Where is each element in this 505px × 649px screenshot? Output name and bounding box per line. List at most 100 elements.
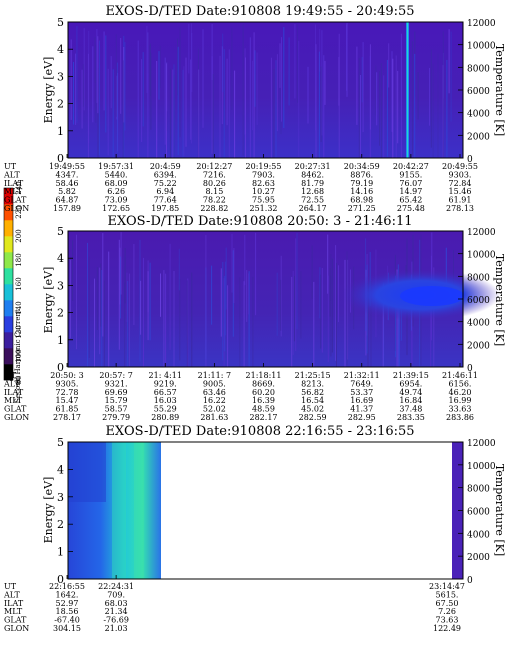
orbit-cell: 69.69 <box>105 388 128 397</box>
orbit-cell: 58.46 <box>56 179 79 188</box>
orbit-cell: 78.22 <box>203 196 226 205</box>
heatmap-streak <box>163 270 165 367</box>
colorbar-swatch <box>4 268 13 285</box>
heatmap-streak <box>115 34 117 117</box>
orbit-cell: 77.64 <box>154 196 177 205</box>
orbit-cell: -76.69 <box>103 616 129 625</box>
orbit-cell: 9321. <box>105 379 128 388</box>
heatmap-streak <box>158 51 160 100</box>
heatmap-streak <box>288 37 290 106</box>
heatmap-streak <box>149 262 151 341</box>
heatmap-streak <box>323 55 325 159</box>
heatmap-streak <box>273 69 275 158</box>
heatmap-streak <box>191 272 193 367</box>
heatmap-streak <box>81 69 83 129</box>
heatmap-streak <box>186 280 188 367</box>
heatmap-streak <box>172 69 174 158</box>
panel-1-ylabel: Energy [eV] <box>42 57 55 124</box>
orbit-cell: 7649. <box>350 379 373 388</box>
heatmap-streak <box>233 248 235 304</box>
orbit-cell: 21:46:11 <box>442 371 478 380</box>
heatmap-streak <box>315 24 316 131</box>
orbit-cell: 304.15 <box>53 624 81 633</box>
heatmap-streak <box>344 259 346 367</box>
heatmap-streak <box>159 45 161 88</box>
orbit-cell: 21:39:15 <box>393 371 429 380</box>
orbit-cell: 6.26 <box>107 187 125 196</box>
heatmap-streak <box>329 268 331 317</box>
orbit-cell: 5440. <box>105 170 128 179</box>
y2tick-label: 2000 <box>467 553 490 563</box>
heatmap-streak <box>165 273 167 367</box>
heatmap-streak <box>320 274 322 349</box>
orbit-cell: 8669. <box>252 379 275 388</box>
orbit-row-label: UT <box>4 582 17 591</box>
heatmap-streak <box>226 58 228 126</box>
heatmap-streak <box>87 242 88 367</box>
heatmap-streak <box>429 67 430 126</box>
heatmap-streak <box>97 36 99 114</box>
colorbar-tick-label: 200 <box>15 229 23 242</box>
y2tick-label: 4000 <box>467 110 490 120</box>
heatmap-streak <box>133 244 135 325</box>
colorbar-swatch <box>4 236 13 253</box>
heatmap-streak <box>330 275 332 357</box>
heatmap-streak <box>360 75 361 156</box>
orbit-cell: 6.94 <box>156 187 174 196</box>
orbit-cell: 68.98 <box>350 196 373 205</box>
y2tick-label: 6000 <box>467 508 490 518</box>
heatmap-streak <box>338 56 340 106</box>
heatmap-streak <box>448 29 450 94</box>
heatmap-streak <box>120 256 121 319</box>
heatmap-streak <box>239 277 241 367</box>
heatmap-streak <box>83 28 85 111</box>
heatmap-streak <box>248 271 250 367</box>
heatmap-streak <box>96 267 98 330</box>
heatmap-streak <box>94 278 95 367</box>
heatmap-streak <box>383 75 385 158</box>
heatmap-streak <box>70 259 71 339</box>
ytick-label: 5 <box>57 16 64 29</box>
orbit-cell: 5.82 <box>58 187 76 196</box>
heatmap-streak <box>270 57 272 159</box>
heatmap-streak <box>280 279 282 331</box>
heatmap-streak <box>103 31 105 111</box>
heatmap-streak <box>211 24 213 81</box>
heatmap-streak <box>370 281 372 367</box>
heatmap-streak <box>330 254 332 301</box>
orbit-cell: 23:14:47 <box>429 582 465 591</box>
heatmap-streak <box>108 251 110 367</box>
heatmap-streak <box>234 70 236 158</box>
heatmap-streak <box>244 48 246 135</box>
heatmap-streak <box>391 51 393 132</box>
heatmap-streak <box>173 271 175 367</box>
heatmap-streak <box>294 24 296 99</box>
heatmap-streak <box>190 59 192 140</box>
colorbar-tick-label: 140 <box>15 301 23 314</box>
orbit-row-label: ALT <box>3 590 20 599</box>
orbit-cell: 56.82 <box>301 388 324 397</box>
heatmap-streak <box>283 27 285 129</box>
heatmap-streak <box>88 256 90 358</box>
heatmap-streak <box>450 31 452 122</box>
heatmap-streak <box>221 46 223 125</box>
heatmap-streak <box>191 32 193 92</box>
orbit-cell: 279.79 <box>102 413 130 422</box>
heatmap-streak <box>92 46 94 123</box>
heatmap-streak <box>346 251 348 366</box>
orbit-cell: 9005. <box>203 379 226 388</box>
heatmap-streak <box>101 270 103 367</box>
orbit-cell: 12.68 <box>301 187 324 196</box>
heatmap-streak <box>173 74 175 158</box>
heatmap-streak <box>120 38 122 114</box>
heatmap-streak <box>347 259 349 360</box>
heatmap-streak <box>244 234 246 286</box>
heatmap-streak <box>298 40 300 157</box>
heatmap-streak <box>356 46 358 125</box>
orbit-cell: 6156. <box>449 379 472 388</box>
heatmap-streak <box>179 27 181 138</box>
heatmap-streak <box>375 65 377 116</box>
heatmap-streak <box>319 28 321 72</box>
heatmap-streak <box>386 59 388 157</box>
